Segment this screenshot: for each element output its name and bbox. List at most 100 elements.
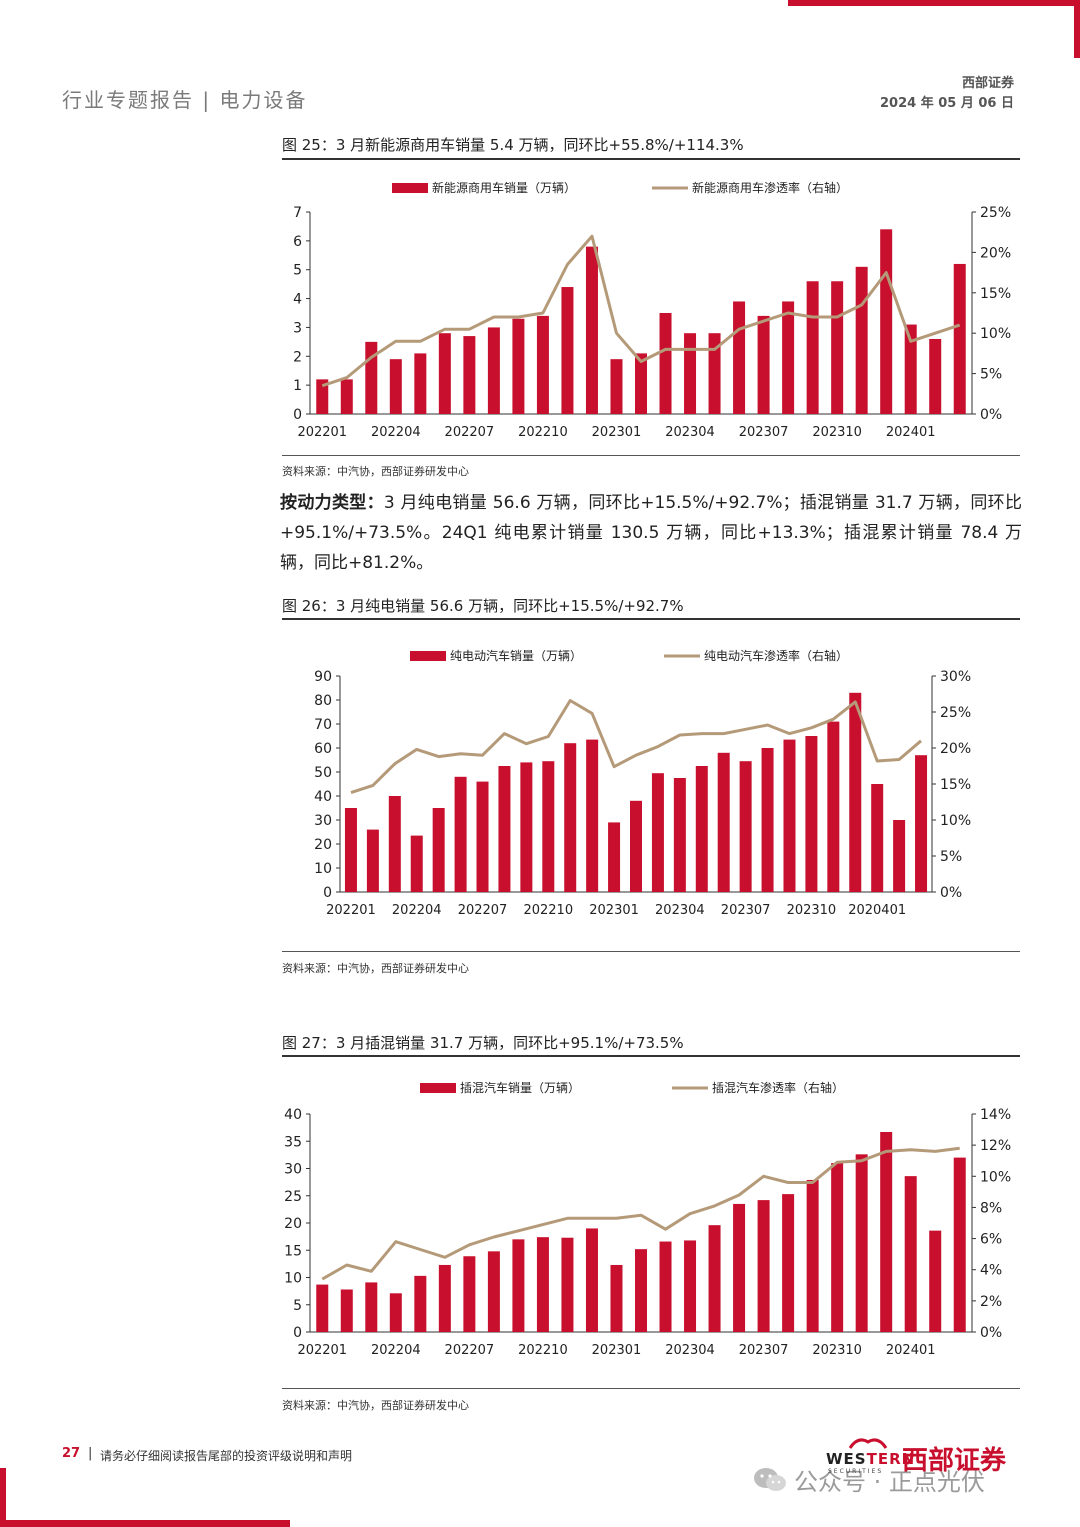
bar <box>635 1249 647 1332</box>
bar <box>827 721 840 892</box>
bar <box>520 762 533 892</box>
bar <box>929 338 942 414</box>
bar <box>673 778 686 892</box>
y-left-tick-label: 25 <box>284 1189 302 1205</box>
paragraph-text: 3 月纯电销量 56.6 万辆，同环比+15.5%/+92.7%；插混销量 31… <box>280 493 1022 573</box>
bar <box>733 1203 746 1332</box>
x-tick-label: 202204 <box>371 425 421 440</box>
bar <box>344 808 357 892</box>
bar <box>929 1230 942 1332</box>
figure-26-bottom-rule <box>282 951 1020 952</box>
bar <box>561 1237 574 1332</box>
bar <box>635 353 647 414</box>
bar <box>536 315 549 414</box>
y-right-tick-label: 10% <box>980 1169 1011 1185</box>
penetration-line <box>350 699 922 795</box>
bar <box>953 263 966 414</box>
bar <box>388 796 401 892</box>
figure-27-source: 资料来源：中汽协，西部证券研发中心 <box>282 1399 469 1412</box>
footer-separator: | <box>88 1446 93 1461</box>
bar <box>438 333 451 414</box>
y-left-tick-label: 5 <box>293 263 302 279</box>
y-left-tick-label: 70 <box>314 717 332 733</box>
corner-decoration-top <box>788 0 1080 6</box>
x-tick-label: 202307 <box>721 903 771 918</box>
bar <box>630 800 642 892</box>
bar <box>542 761 555 892</box>
bar <box>608 822 621 892</box>
y-left-tick-label: 50 <box>314 765 332 781</box>
figure-27-top-rule <box>282 1055 1020 1057</box>
y-right-tick-label: 5% <box>940 849 962 865</box>
wechat-watermark: 公众号 · 正点光伏 <box>794 1468 985 1496</box>
y-left-tick-label: 7 <box>293 205 302 221</box>
x-tick-label: 202310 <box>787 903 837 918</box>
bar <box>782 1194 795 1332</box>
logo-western-part2: TERN <box>866 1450 916 1468</box>
x-tick-label: 202210 <box>518 1343 568 1358</box>
y-right-tick-label: 14% <box>980 1107 1011 1123</box>
y-right-tick-label: 4% <box>980 1263 1002 1279</box>
y-right-tick-label: 5% <box>980 367 1002 383</box>
y-right-tick-label: 6% <box>980 1232 1002 1248</box>
bar <box>708 1225 721 1332</box>
figure-25-chart: 新能源商用车销量（万辆） 新能源商用车渗透率（右轴） 0 1 2 3 4 5 6 7 0% 5% 10%… <box>282 168 1020 450</box>
y-left-tick-label: 3 <box>293 320 302 336</box>
bar <box>659 1241 672 1332</box>
x-tick-label: 202304 <box>655 903 705 918</box>
y-right-tick-label: 25% <box>980 205 1011 221</box>
x-tick-label: 202301 <box>592 1343 642 1358</box>
x-tick-label: 202210 <box>518 425 568 440</box>
figure-25-top-rule <box>282 158 1020 160</box>
y-right-tick-label: 15% <box>980 286 1011 302</box>
bar <box>438 1264 451 1332</box>
bar <box>915 755 928 892</box>
bar <box>761 748 774 892</box>
bar <box>536 1237 549 1332</box>
x-tick-label: 202210 <box>523 903 573 918</box>
bar <box>855 1154 868 1332</box>
paragraph-lead: 按动力类型： <box>280 493 384 513</box>
bar <box>757 1200 770 1332</box>
bar <box>414 353 427 414</box>
figure-27-chart: 插混汽车销量（万辆） 插混汽车渗透率（右轴） 0 5 10 15 20 25 30 35 40 0% 2… <box>282 1068 1020 1368</box>
bar <box>476 781 489 892</box>
header-date: 2024 年 05 月 06 日 <box>880 96 1014 111</box>
x-tick-label: 2020401 <box>848 903 906 918</box>
bar <box>463 1256 476 1332</box>
bar <box>586 739 599 892</box>
y-left-tick-label: 4 <box>293 292 302 308</box>
bar <box>651 773 664 892</box>
bar <box>805 736 818 892</box>
x-tick-label: 202207 <box>458 903 508 918</box>
figure-25-bottom-rule <box>282 455 1020 456</box>
y-left-tick-label: 40 <box>314 789 332 805</box>
x-tick-label: 202301 <box>589 903 639 918</box>
legend-bar-label: 插混汽车销量（万辆） <box>460 1080 580 1095</box>
chart26-svg: 纯电动汽车销量（万辆） 纯电动汽车渗透率（右轴） 0 10 20 30 40 50 60 70 80… <box>314 648 971 918</box>
bar <box>610 1264 623 1332</box>
y-left-tick-label: 0 <box>293 1325 302 1341</box>
bar <box>831 1163 844 1332</box>
y-right-tick-label: 0% <box>980 407 1002 423</box>
x-tick-label: 202401 <box>886 1343 936 1358</box>
y-left-tick-label: 20 <box>314 837 332 853</box>
bar <box>340 379 353 414</box>
logo-securities: SECURITIES <box>828 1468 884 1475</box>
y-left-tick-label: 5 <box>293 1298 302 1314</box>
legend-bar-label: 纯电动汽车销量（万辆） <box>450 648 582 663</box>
bar <box>893 820 906 892</box>
bar <box>733 301 746 414</box>
y-right-tick-label: 10% <box>980 326 1011 342</box>
bar <box>880 1131 893 1332</box>
bar <box>708 333 721 414</box>
y-right-tick-label: 25% <box>940 705 971 721</box>
y-left-tick-label: 10 <box>284 1271 302 1287</box>
x-tick-label: 202304 <box>665 1343 715 1358</box>
logo-horns-icon <box>848 1438 888 1449</box>
legend-bar-label: 新能源商用车销量（万辆） <box>432 180 576 195</box>
y-left-tick-label: 20 <box>284 1216 302 1232</box>
y-right-tick-label: 20% <box>940 741 971 757</box>
bar <box>849 692 862 892</box>
y-left-tick-label: 10 <box>314 861 332 877</box>
